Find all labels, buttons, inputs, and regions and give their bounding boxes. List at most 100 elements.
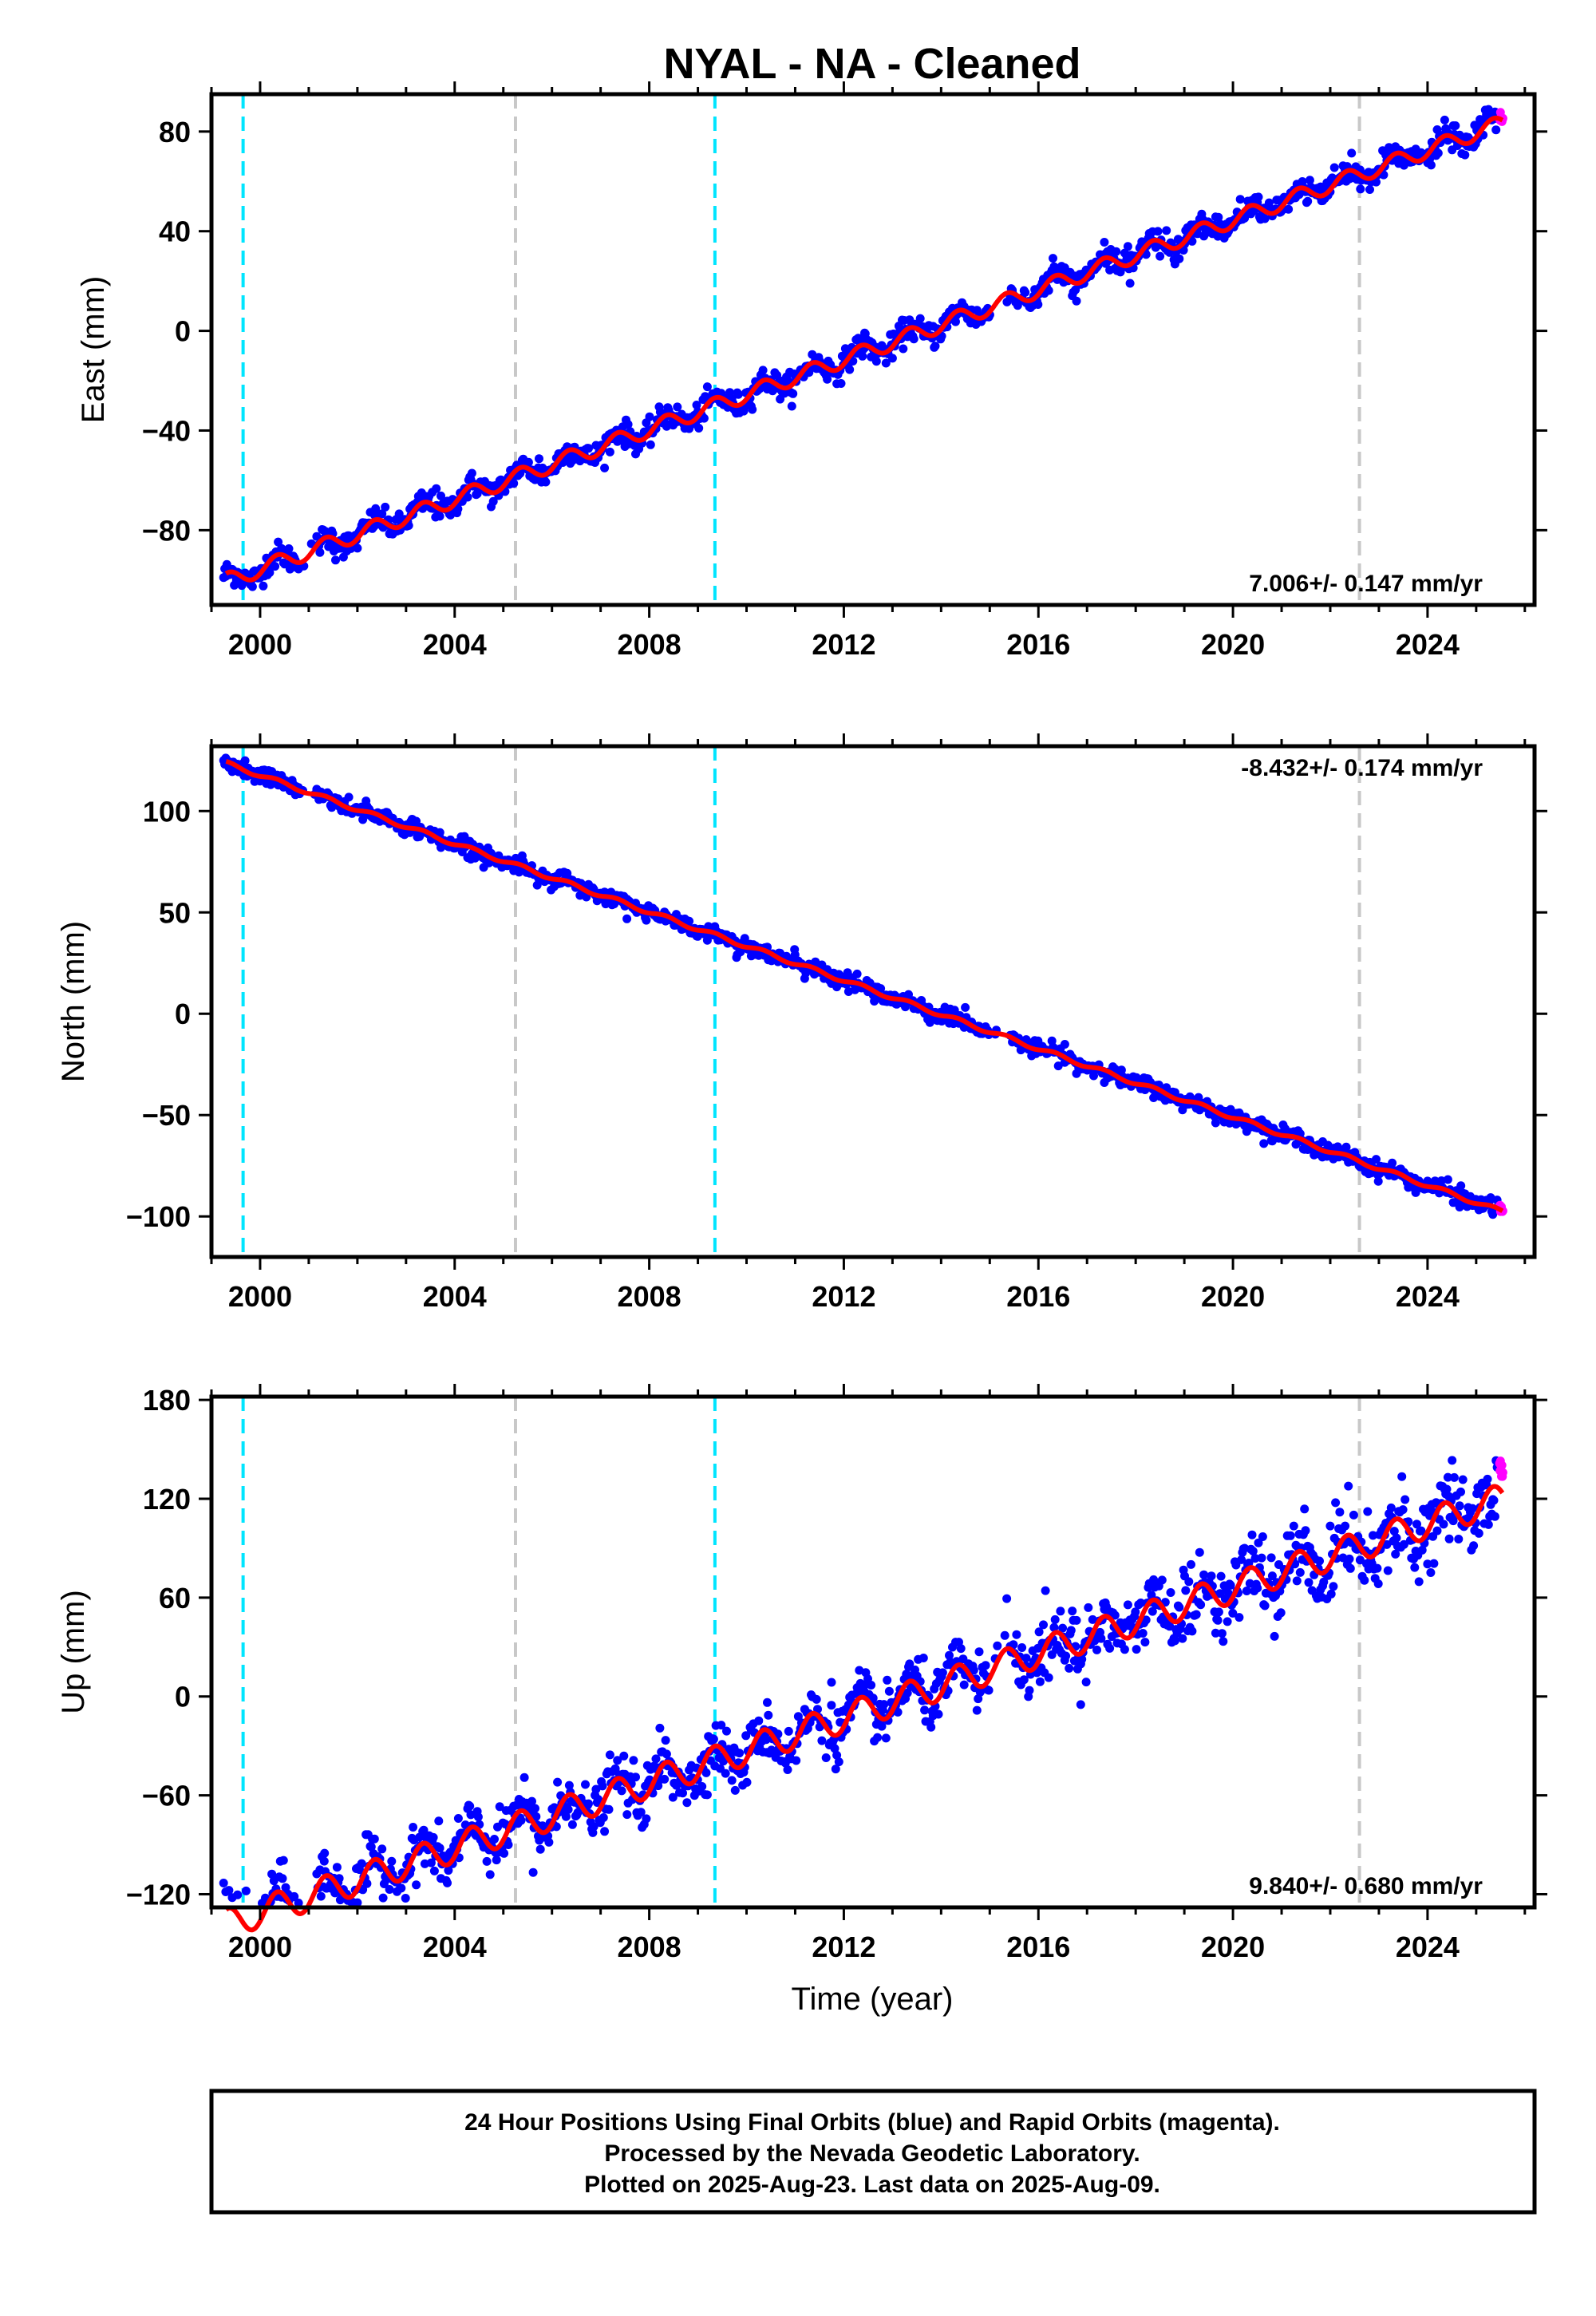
final-orbit-point	[812, 1694, 821, 1704]
final-orbit-point	[1175, 1603, 1184, 1612]
final-orbit-point	[1317, 1152, 1327, 1162]
final-orbit-point	[394, 509, 404, 519]
final-orbit-point	[563, 1804, 573, 1814]
final-orbit-point	[1049, 254, 1057, 263]
final-orbit-point	[435, 1844, 444, 1853]
final-orbit-point	[1044, 1673, 1053, 1682]
final-orbit-point	[353, 543, 362, 553]
final-orbit-point	[1270, 1631, 1279, 1641]
final-orbit-point	[381, 502, 390, 512]
final-orbit-point	[259, 581, 268, 591]
final-orbit-point	[377, 1844, 387, 1854]
final-orbit-point	[1301, 1526, 1310, 1535]
final-orbit-point	[1002, 1594, 1012, 1603]
y-tick-label: 80	[159, 116, 191, 148]
y-tick-label: −60	[142, 1780, 191, 1812]
final-orbit-point	[344, 792, 354, 802]
final-orbit-point	[361, 796, 371, 806]
y-tick-label: −40	[142, 414, 191, 447]
final-orbit-point	[1432, 1526, 1442, 1535]
final-orbit-point	[1373, 1579, 1383, 1588]
final-orbit-point	[1132, 1645, 1141, 1654]
final-orbit-point	[1429, 1559, 1439, 1568]
final-orbit-point	[730, 1785, 740, 1795]
final-orbit-point	[1284, 204, 1294, 214]
final-orbit-point	[1373, 1176, 1383, 1186]
x-tick-label: 2008	[618, 1280, 681, 1313]
final-orbit-point	[1116, 1065, 1126, 1075]
final-orbit-point	[482, 1856, 492, 1866]
final-orbit-point	[1183, 223, 1192, 232]
final-orbit-point	[1140, 1638, 1150, 1647]
final-orbit-point	[1347, 148, 1357, 158]
final-orbit-point	[742, 1777, 752, 1787]
y-tick-label: 0	[175, 1681, 191, 1713]
final-orbit-point	[240, 756, 250, 765]
final-orbit-point	[1260, 1601, 1270, 1611]
final-orbit-point	[1012, 1630, 1021, 1639]
final-orbit-point	[1456, 1181, 1466, 1191]
final-orbit-point	[1021, 1654, 1031, 1663]
y-tick-label: 180	[143, 1384, 191, 1417]
panel-north: 2000 2004 2008 2012 2016 2020 2024 −100 −50 0 50 1…	[56, 733, 1547, 1313]
final-orbit-point	[1286, 1531, 1295, 1540]
final-orbit-point	[827, 1678, 836, 1687]
final-orbit-point	[758, 366, 768, 375]
final-orbit-point	[1191, 1610, 1201, 1619]
final-orbit-point	[1448, 1456, 1457, 1465]
x-tick-label: 2024	[1396, 1931, 1460, 1963]
final-orbit-point	[567, 1820, 577, 1829]
final-orbit-point	[378, 1893, 388, 1903]
final-orbit-point	[1247, 1530, 1257, 1539]
final-orbit-point	[387, 1856, 397, 1866]
final-orbit-point	[934, 1709, 943, 1719]
final-orbit-point	[1166, 1588, 1175, 1597]
final-orbit-point	[1066, 1626, 1076, 1635]
x-axis-label: Time (year)	[792, 1982, 954, 2017]
final-orbit-point	[1460, 150, 1470, 160]
final-orbit-point	[434, 1816, 444, 1826]
final-orbit-point	[646, 440, 655, 449]
final-orbit-point	[584, 1799, 593, 1808]
final-orbit-point	[1184, 1577, 1194, 1587]
final-orbit-point	[1443, 1175, 1452, 1184]
rate-label-north: -8.432+/- 0.174 mm/yr	[1241, 755, 1483, 781]
final-orbit-point	[437, 491, 445, 500]
final-orbit-point	[721, 1769, 730, 1778]
final-orbit-point	[727, 1776, 737, 1785]
final-orbit-point	[1217, 1629, 1227, 1638]
final-orbit-point	[598, 1813, 608, 1822]
final-orbit-point	[219, 1879, 228, 1887]
final-orbit-point	[651, 1754, 661, 1764]
final-orbit-point	[631, 1773, 640, 1782]
x-tick-label: 2012	[812, 1280, 875, 1313]
final-orbit-point	[1315, 1556, 1324, 1566]
final-orbit-point	[961, 1002, 970, 1012]
final-orbit-point	[1483, 1520, 1493, 1529]
final-orbit-point	[1303, 196, 1313, 206]
final-orbit-point	[926, 1722, 936, 1732]
final-orbit-point	[1489, 1496, 1499, 1505]
x-tick-label: 2012	[812, 628, 875, 661]
final-orbit-point	[881, 358, 891, 368]
final-orbit-point	[1125, 279, 1135, 288]
final-orbit-point	[1365, 185, 1374, 194]
final-orbit-point	[1187, 1626, 1197, 1636]
final-orbit-point	[1257, 1553, 1266, 1563]
final-orbit-point	[385, 1885, 394, 1894]
final-orbit-point	[629, 1756, 638, 1765]
x-tick-label: 2004	[423, 1931, 487, 1963]
final-orbit-point	[784, 1726, 793, 1736]
final-orbit-point	[319, 1856, 329, 1866]
final-orbit-point	[443, 1878, 452, 1887]
x-tick-label: 2008	[618, 628, 681, 661]
y-tick-label: −80	[142, 514, 191, 547]
final-orbit-point	[1120, 1645, 1129, 1654]
final-orbit-point	[377, 509, 387, 519]
final-orbit-point	[397, 1883, 406, 1893]
final-orbit-point	[972, 306, 982, 315]
final-orbit-point	[1305, 176, 1314, 185]
final-orbit-point	[1329, 163, 1339, 172]
final-orbit-point	[1035, 1677, 1045, 1686]
final-orbit-point	[1345, 1554, 1354, 1563]
